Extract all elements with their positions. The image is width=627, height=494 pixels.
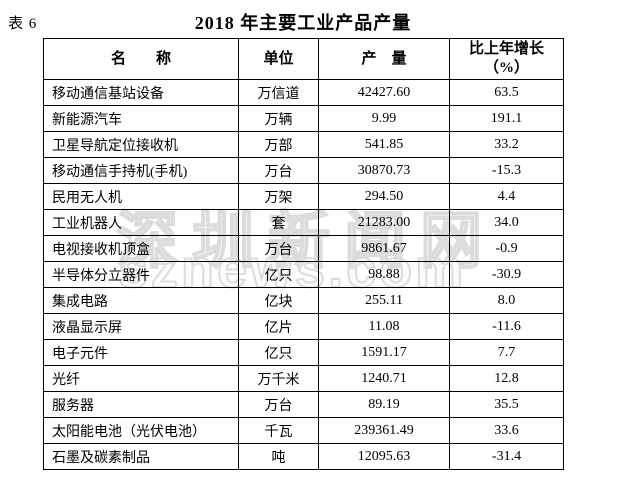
- cell-product-name: 电子元件: [43, 339, 239, 366]
- cell-output-value: 98.88: [318, 261, 450, 288]
- table-row: 集成电路 亿块 255.11 8.0: [43, 287, 564, 314]
- table-row: 半导体分立器件 亿只 98.88 -30.9: [43, 261, 564, 288]
- cell-output-value: 21283.00: [318, 209, 450, 236]
- industrial-products-table: 名 称 单位 产 量 比上年增长 （%） 移动通信基站设备 万信道 42427.…: [43, 38, 564, 470]
- cell-product-name: 太阳能电池（光伏电池）: [43, 417, 239, 444]
- column-header-output: 产 量: [318, 38, 450, 80]
- table-row: 电视接收机顶盒 万台 9861.67 -0.9: [43, 235, 564, 262]
- cell-output-value: 255.11: [318, 287, 450, 314]
- cell-product-name: 液晶显示屏: [43, 313, 239, 340]
- table-row: 移动通信手持机(手机) 万台 30870.73 -15.3: [43, 157, 564, 184]
- cell-output-value: 9.99: [318, 105, 450, 132]
- column-header-unit: 单位: [238, 38, 319, 80]
- cell-growth-value: 8.0: [449, 287, 564, 314]
- cell-product-name: 移动通信基站设备: [43, 79, 239, 106]
- cell-output-value: 30870.73: [318, 157, 450, 184]
- table-row: 移动通信基站设备 万信道 42427.60 63.5: [43, 79, 564, 106]
- cell-unit: 万千米: [238, 365, 319, 392]
- cell-unit: 吨: [238, 443, 319, 470]
- table-row: 卫星导航定位接收机 万部 541.85 33.2: [43, 131, 564, 158]
- column-header-growth-line1: 比上年增长: [468, 41, 544, 58]
- table-row: 工业机器人 套 21283.00 34.0: [43, 209, 564, 236]
- cell-unit: 万架: [238, 183, 319, 210]
- cell-unit: 万辆: [238, 105, 319, 132]
- cell-growth-value: -11.6: [449, 313, 564, 340]
- cell-unit: 万台: [238, 157, 319, 184]
- cell-output-value: 9861.67: [318, 235, 450, 262]
- cell-product-name: 电视接收机顶盒: [43, 235, 239, 262]
- cell-unit: 万台: [238, 391, 319, 418]
- table-row: 新能源汽车 万辆 9.99 191.1: [43, 105, 564, 132]
- cell-product-name: 石墨及碳素制品: [43, 443, 239, 470]
- cell-growth-value: -31.4: [449, 443, 564, 470]
- cell-product-name: 半导体分立器件: [43, 261, 239, 288]
- page-title: 2018 年主要工业产品产量: [194, 13, 412, 33]
- cell-unit: 亿只: [238, 261, 319, 288]
- cell-unit: 万信道: [238, 79, 319, 106]
- table-row: 服务器 万台 89.19 35.5: [43, 391, 564, 418]
- column-header-name: 名 称: [43, 38, 239, 80]
- table-number-label: 表 6: [8, 16, 38, 32]
- table-row: 液晶显示屏 亿片 11.08 -11.6: [43, 313, 564, 340]
- cell-growth-value: 12.8: [449, 365, 564, 392]
- cell-output-value: 12095.63: [318, 443, 450, 470]
- cell-product-name: 工业机器人: [43, 209, 239, 236]
- table-header: 名 称 单位 产 量 比上年增长 （%）: [43, 38, 564, 80]
- header-row: 名 称 单位 产 量 比上年增长 （%）: [43, 38, 564, 80]
- table-row: 光纤 万千米 1240.71 12.8: [43, 365, 564, 392]
- table-row: 太阳能电池（光伏电池） 千瓦 239361.49 33.6: [43, 417, 564, 444]
- cell-unit: 亿片: [238, 313, 319, 340]
- cell-product-name: 服务器: [43, 391, 239, 418]
- cell-growth-value: 63.5: [449, 79, 564, 106]
- cell-output-value: 294.50: [318, 183, 450, 210]
- cell-product-name: 新能源汽车: [43, 105, 239, 132]
- cell-unit: 亿只: [238, 339, 319, 366]
- table-body: 移动通信基站设备 万信道 42427.60 63.5 新能源汽车 万辆 9.99…: [43, 79, 564, 470]
- cell-growth-value: -0.9: [449, 235, 564, 262]
- cell-growth-value: 33.6: [449, 417, 564, 444]
- cell-output-value: 1240.71: [318, 365, 450, 392]
- table-row: 民用无人机 万架 294.50 4.4: [43, 183, 564, 210]
- cell-output-value: 11.08: [318, 313, 450, 340]
- cell-output-value: 541.85: [318, 131, 450, 158]
- cell-product-name: 集成电路: [43, 287, 239, 314]
- cell-unit: 千瓦: [238, 417, 319, 444]
- cell-output-value: 42427.60: [318, 79, 450, 106]
- cell-unit: 套: [238, 209, 319, 236]
- cell-unit: 万台: [238, 235, 319, 262]
- cell-product-name: 卫星导航定位接收机: [43, 131, 239, 158]
- column-header-growth-line2: （%）: [483, 60, 529, 76]
- table-row: 电子元件 亿只 1591.17 7.7: [43, 339, 564, 366]
- cell-growth-value: 4.4: [449, 183, 564, 210]
- column-header-growth: 比上年增长 （%）: [449, 38, 564, 80]
- cell-product-name: 移动通信手持机(手机): [43, 157, 239, 184]
- cell-output-value: 89.19: [318, 391, 450, 418]
- cell-product-name: 民用无人机: [43, 183, 239, 210]
- cell-output-value: 239361.49: [318, 417, 450, 444]
- cell-growth-value: 35.5: [449, 391, 564, 418]
- cell-growth-value: -30.9: [449, 261, 564, 288]
- table-row: 石墨及碳素制品 吨 12095.63 -31.4: [43, 443, 564, 470]
- cell-output-value: 1591.17: [318, 339, 450, 366]
- cell-unit: 万部: [238, 131, 319, 158]
- cell-growth-value: 33.2: [449, 131, 564, 158]
- cell-unit: 亿块: [238, 287, 319, 314]
- cell-growth-value: 34.0: [449, 209, 564, 236]
- cell-product-name: 光纤: [43, 365, 239, 392]
- cell-growth-value: 191.1: [449, 105, 564, 132]
- cell-growth-value: 7.7: [449, 339, 564, 366]
- cell-growth-value: -15.3: [449, 157, 564, 184]
